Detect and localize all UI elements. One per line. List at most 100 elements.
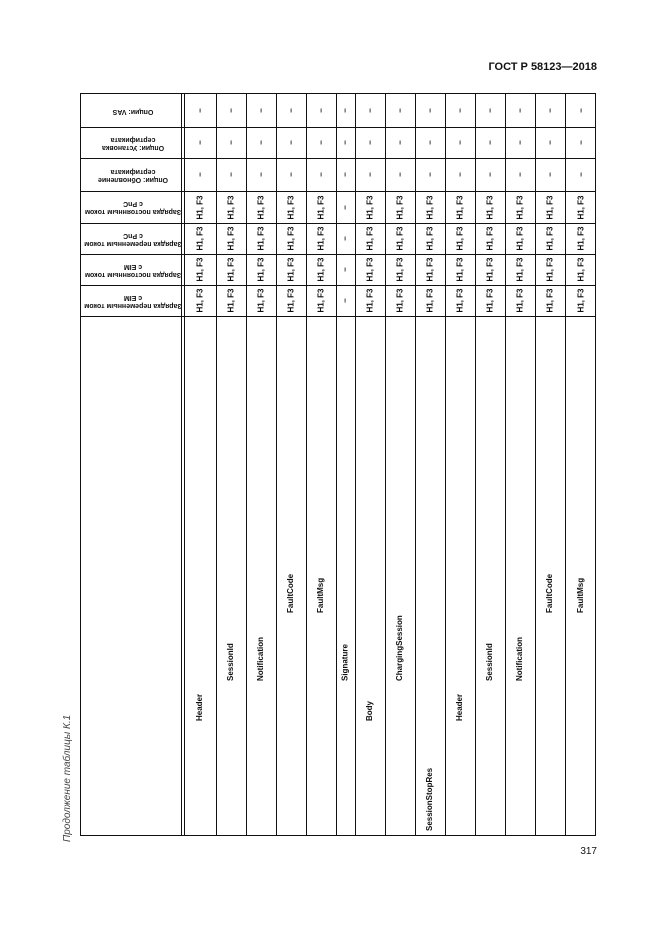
header-cell: Опции: Обновление сертификата [81,158,184,191]
value-cell: – [445,127,475,158]
value-cell: H1, F3 [565,191,597,223]
cell-value: H1, F3 [545,288,555,313]
column-divider [415,94,416,835]
column-divider [216,94,217,835]
cell-value: – [576,140,586,145]
value-cell: – [475,94,505,127]
value-cell: H1, F3 [276,285,306,316]
value-cell: H1, F3 [355,223,385,254]
value-cell: – [445,94,475,127]
element-name: Header [455,693,464,721]
cell-value: – [340,267,350,272]
value-cell: H1, F3 [306,254,336,285]
cell-value: H1, F3 [576,194,586,220]
cell-value: H1, F3 [256,194,266,220]
element-name: FaultMsg [576,577,585,613]
value-cell: – [355,127,385,158]
cell-value: H1, F3 [316,257,326,282]
cell-value: – [545,172,555,177]
cell-value: H1, F3 [455,257,465,282]
cell-value: H1, F3 [455,226,465,251]
cell-value: – [576,108,586,113]
cell-value: H1, F3 [545,257,555,282]
value-cell: H1, F3 [216,285,246,316]
value-cell: – [475,127,505,158]
cell-value: – [316,108,326,113]
column-divider [475,94,476,835]
header-label: Зарядка переменным током с EIM [83,293,182,309]
value-cell: – [565,127,597,158]
value-cell: H1, F3 [216,223,246,254]
value-cell: H1, F3 [385,223,415,254]
cell-value: – [455,172,465,177]
cell-value: H1, F3 [545,226,555,251]
cell-value: – [545,140,555,145]
value-cell: – [184,158,216,191]
column-divider [181,94,182,835]
document-code: ГОСТ Р 58123—2018 [488,61,597,73]
value-cell: – [336,158,355,191]
cell-value: H1, F3 [226,288,236,313]
value-cell: – [336,94,355,127]
cell-value: H1, F3 [286,288,296,313]
value-cell: H1, F3 [385,191,415,223]
cell-value: – [425,140,435,145]
cell-value: – [195,108,205,113]
cell-value: – [545,108,555,113]
element-name: FaultMsg [316,577,325,613]
rotated-table: Зарядка переменным током с EIM Зарядка по… [80,93,596,836]
cell-value: H1, F3 [395,194,405,220]
cell-value: – [395,172,405,177]
cell-value: – [316,140,326,145]
value-cell: H1, F3 [246,223,276,254]
value-cell: – [246,127,276,158]
value-cell: – [505,94,535,127]
value-cell: H1, F3 [276,191,306,223]
element-name: ChargingSession [395,615,404,681]
cell-value: – [515,108,525,113]
header-cell: Зарядка постоянным током с PnC [81,191,184,223]
value-cell: H1, F3 [535,254,565,285]
cell-value: – [395,108,405,113]
value-cell: – [505,158,535,191]
cell-value: – [425,172,435,177]
cell-value: H1, F3 [256,288,266,313]
value-cell: H1, F3 [475,254,505,285]
cell-value: – [316,172,326,177]
column-divider [336,94,337,835]
cell-value: – [340,172,350,177]
row-divider [81,191,595,192]
cell-value: H1, F3 [485,194,495,220]
header-cell: Зарядка постоянным током с EIM [81,254,184,285]
cell-value: H1, F3 [515,288,525,313]
value-cell: H1, F3 [445,285,475,316]
value-cell: – [276,158,306,191]
value-cell: – [535,94,565,127]
value-cell: H1, F3 [216,254,246,285]
column-divider [184,94,185,835]
value-cell: H1, F3 [535,191,565,223]
cell-value: – [365,108,375,113]
cell-value: H1, F3 [195,194,205,220]
cell-value: – [256,172,266,177]
value-cell: H1, F3 [505,223,535,254]
value-cell: – [445,158,475,191]
value-cell: H1, F3 [184,223,216,254]
value-cell: H1, F3 [505,191,535,223]
value-cell: H1, F3 [276,254,306,285]
cell-value: H1, F3 [226,257,236,282]
cell-value: – [515,172,525,177]
value-cell: – [276,94,306,127]
cell-value: H1, F3 [515,194,525,220]
value-cell: H1, F3 [216,191,246,223]
header-label: Зарядка переменным током с PnC [83,231,182,247]
value-cell: H1, F3 [355,285,385,316]
cell-value: H1, F3 [455,288,465,313]
value-cell: H1, F3 [184,285,216,316]
value-cell: – [565,94,597,127]
cell-value: – [226,108,236,113]
value-cell: – [306,94,336,127]
cell-value: – [195,172,205,177]
header-cell: Зарядка переменным током с EIM [81,285,184,316]
cell-value: – [365,140,375,145]
